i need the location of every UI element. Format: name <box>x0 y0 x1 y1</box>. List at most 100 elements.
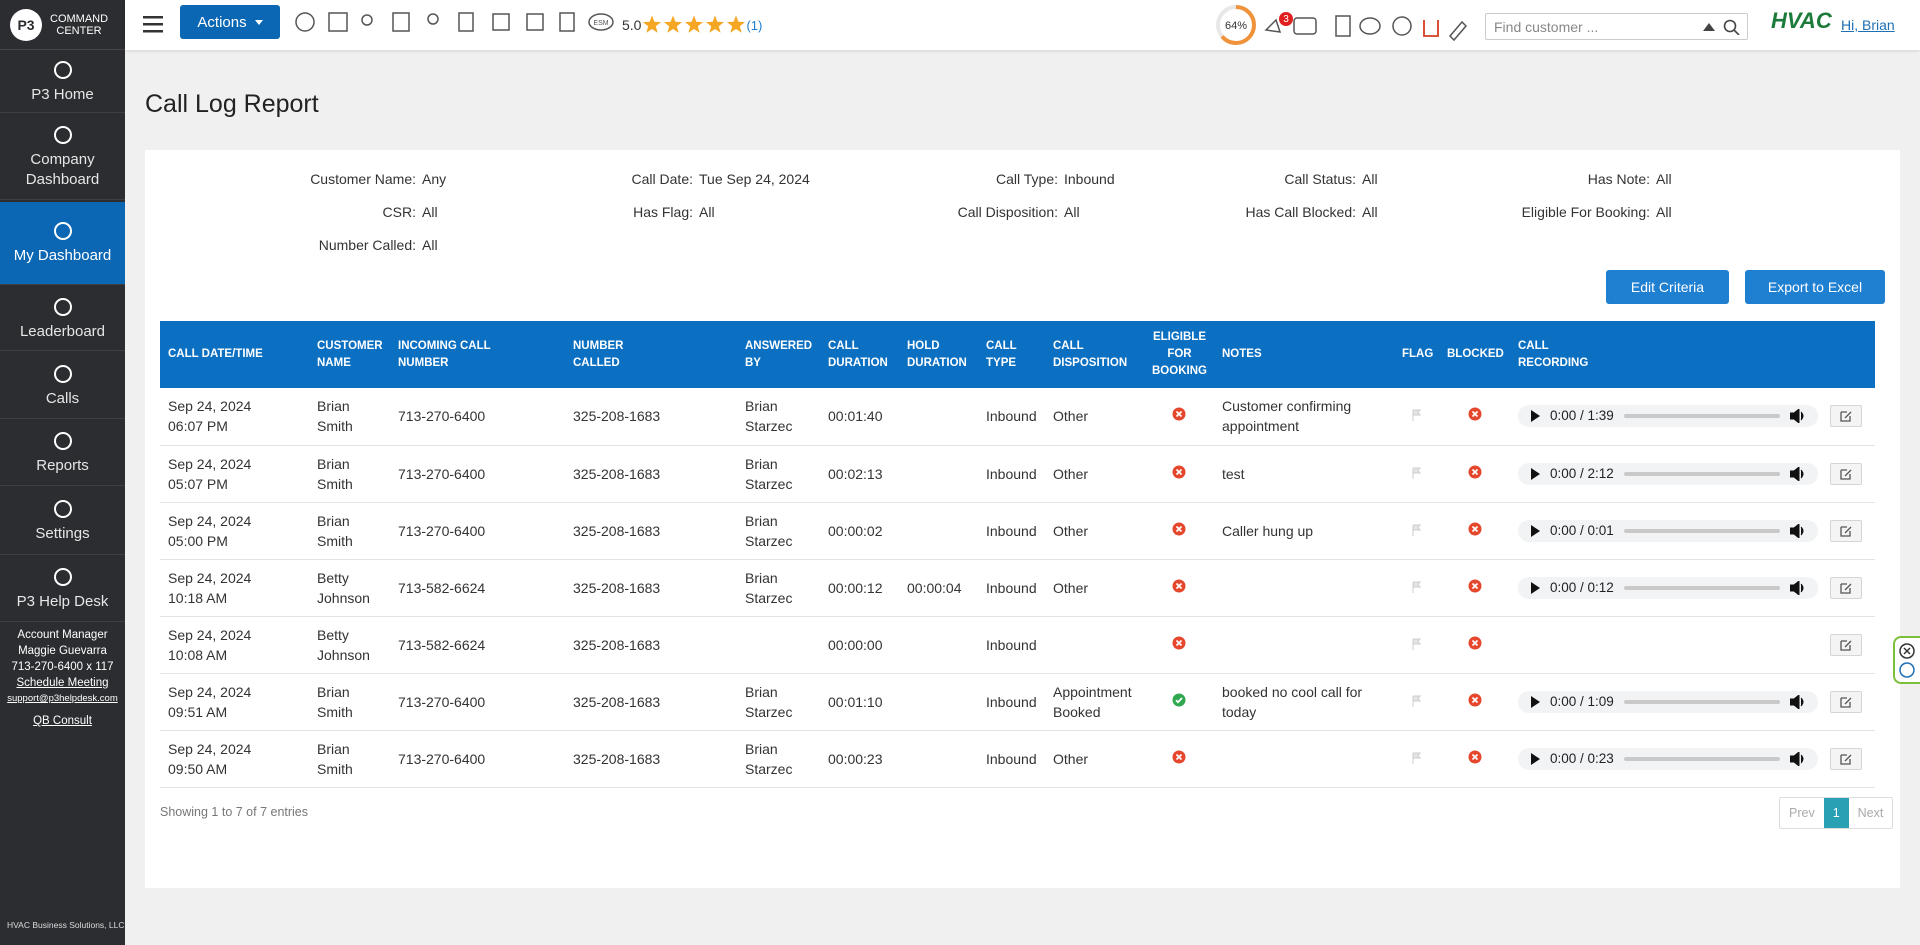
cell-incoming-text: 713-582-6624 <box>398 636 486 653</box>
progress-ring[interactable]: 64% <box>1214 3 1258 47</box>
menu-icon[interactable] <box>143 15 163 33</box>
nav-item[interactable]: Reports <box>0 420 125 486</box>
volume-shape <box>1790 409 1804 424</box>
cell-type: Inbound <box>978 730 1045 788</box>
notification-icons[interactable]: 3 <box>1262 10 1477 42</box>
blocked-icon <box>1468 750 1481 763</box>
topbar: Actions ESM 5.0 (1) 64% 3 Find customer … <box>125 0 1920 50</box>
header-row: CALL DATE/TIME CUSTOMER NAME INCOMING CALL… <box>160 321 1875 388</box>
page-title: Call Log Report <box>145 90 319 118</box>
nav-label: Company Dashboard <box>25 151 100 188</box>
cell-answered-by-text: Brian Starzec <box>745 569 793 606</box>
nav-item[interactable]: My Dashboard <box>0 202 125 285</box>
side-widget[interactable] <box>1893 636 1920 684</box>
cell-called-text: 325-208-1683 <box>573 522 661 539</box>
edit-button[interactable] <box>1830 690 1862 713</box>
schedule-link[interactable]: Schedule Meeting <box>16 677 109 689</box>
toolbar-icons[interactable]: ESM <box>293 10 713 40</box>
actions-label: Actions <box>197 13 247 31</box>
nav-icon <box>53 431 72 450</box>
email-link[interactable]: support@p3helpdesk.com <box>7 693 118 704</box>
cell-duration: 00:00:02 <box>820 502 899 560</box>
audio-player[interactable]: 0:00 / 2:12 <box>1518 462 1818 485</box>
flag-icon <box>1412 524 1421 536</box>
cell-type-text: Inbound <box>986 408 1037 425</box>
edit-button[interactable] <box>1830 633 1862 656</box>
audio-player[interactable]: 0:00 / 0:23 <box>1518 747 1818 770</box>
cell-answered-by-text: Brian Starzec <box>745 455 793 492</box>
cell-incoming-text: 713-270-6400 <box>398 522 486 539</box>
export-button[interactable]: Export to Excel <box>1745 270 1885 304</box>
eligible-icon <box>1172 693 1186 706</box>
flag-icon <box>1412 752 1421 764</box>
call-date: Sep 24, 2024 <box>168 683 252 700</box>
call-time: 10:18 AM <box>168 589 228 606</box>
cell-action <box>1822 445 1875 503</box>
cell-notes <box>1214 616 1394 674</box>
nav-item[interactable]: P3 Home <box>0 51 125 113</box>
logo[interactable]: P3 COMMAND CENTER <box>0 0 125 50</box>
cell-flag <box>1394 616 1439 674</box>
table-row: Sep 24, 2024 10:18 AM Betty Johnson 713-582… <box>160 559 1875 617</box>
audio-player[interactable]: 0:00 / 0:01 <box>1518 519 1818 542</box>
call-date: Sep 24, 2024 <box>168 569 252 586</box>
edit-criteria-button[interactable]: Edit Criteria <box>1606 270 1729 304</box>
volume-shape <box>1790 523 1804 538</box>
cell-action <box>1822 559 1875 617</box>
prev-button[interactable]: Prev <box>1789 806 1815 820</box>
audio-player[interactable]: 0:00 / 1:39 <box>1518 405 1818 428</box>
nav-item[interactable]: P3 Help Desk <box>0 556 125 622</box>
cell-customer: Brian Smith <box>309 673 390 731</box>
volume-shape <box>1790 466 1804 481</box>
cell-recording: 0:00 / 1:39 <box>1510 388 1822 446</box>
flag-icon <box>1412 467 1421 479</box>
cell-disposition-text: Other <box>1053 465 1089 482</box>
actions-button[interactable]: Actions <box>180 5 280 39</box>
cell-eligible <box>1144 673 1214 731</box>
criteria-label: Call Type: <box>996 171 1058 187</box>
next-button[interactable]: Next <box>1857 806 1884 820</box>
call-date: Sep 24, 2024 <box>168 626 252 643</box>
edit-button[interactable] <box>1830 519 1862 542</box>
edit-button[interactable] <box>1830 747 1862 770</box>
cell-answered-by-text: Brian Starzec <box>745 740 793 777</box>
column-header-text: NUMBER CALLED <box>573 339 624 369</box>
nav-item[interactable]: Calls <box>0 353 125 419</box>
criteria-value: All <box>1362 171 1378 187</box>
edit-shape <box>1840 525 1852 537</box>
page-button[interactable]: 1 <box>1823 798 1849 828</box>
qb-link[interactable]: QB Consult <box>33 715 92 727</box>
nav-item[interactable]: Settings <box>0 487 125 555</box>
search-icons <box>1703 19 1740 35</box>
cell-incoming-text: 713-582-6624 <box>398 579 486 596</box>
edit-button[interactable] <box>1830 462 1862 485</box>
cell-eligible <box>1144 445 1214 503</box>
call-date: Sep 24, 2024 <box>168 740 252 757</box>
cell-called-text: 325-208-1683 <box>573 750 661 767</box>
logo-brand: COMMAND <box>50 12 109 25</box>
greeting-link[interactable]: Hi, Brian <box>1841 17 1895 33</box>
blocked-icon-glyph <box>1471 753 1478 760</box>
cell-duration: 00:00:23 <box>820 730 899 788</box>
search-input[interactable]: Find customer ... <box>1485 13 1748 40</box>
audio-progress <box>1623 699 1780 704</box>
blocked-icon-glyph <box>1471 411 1478 418</box>
flag-shape <box>1412 467 1421 479</box>
rating[interactable]: 5.0 (1) <box>622 0 762 50</box>
audio-player[interactable]: 0:00 / 1:09 <box>1518 690 1818 713</box>
nav-icon-shape <box>53 364 72 383</box>
cell-called: 325-208-1683 <box>565 445 737 503</box>
eligible-icon <box>1172 407 1186 421</box>
cell-duration: 00:00:00 <box>820 616 899 674</box>
cell-answered-by-text: Brian Starzec <box>745 683 793 720</box>
nav-item[interactable]: Leaderboard <box>0 288 125 351</box>
edit-icon <box>1840 468 1852 480</box>
edit-button[interactable] <box>1830 576 1862 599</box>
cell-disposition: Other <box>1045 445 1144 503</box>
volume-icon <box>1790 580 1804 595</box>
nav-item[interactable]: Company Dashboard <box>0 115 125 200</box>
edit-button[interactable] <box>1830 405 1862 428</box>
flag-icon <box>1412 409 1421 422</box>
audio-player[interactable]: 0:00 / 0:12 <box>1518 576 1818 599</box>
audio-time: 0:00 / 1:39 <box>1550 408 1614 424</box>
